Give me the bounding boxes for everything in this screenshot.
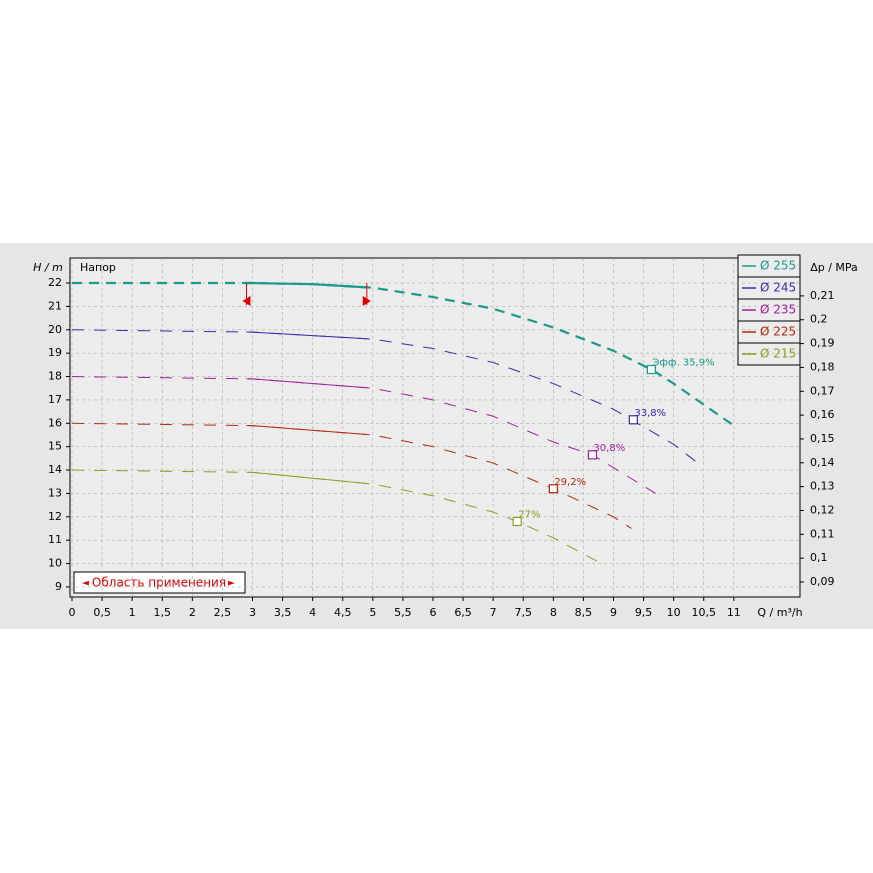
x-tick-label: 9 bbox=[610, 606, 617, 619]
curve bbox=[71, 329, 699, 464]
efficiency-point bbox=[512, 516, 522, 527]
curve-solid bbox=[246, 471, 367, 484]
x-tick-label: 5,5 bbox=[394, 606, 412, 619]
y-tick-label: 20 bbox=[48, 323, 62, 336]
x-axis-label: Q / m³/h bbox=[757, 606, 802, 619]
efficiency-label: 29,2% bbox=[554, 477, 586, 488]
range-arrow-right: ► bbox=[228, 579, 235, 589]
y2-tick-label: 0,11 bbox=[810, 527, 835, 540]
y-tick-label: 12 bbox=[48, 510, 62, 523]
x-tick-label: 0 bbox=[69, 606, 76, 619]
x-tick-label: 1 bbox=[129, 606, 136, 619]
y2-tick-label: 0,1 bbox=[810, 551, 828, 564]
y2-tick-label: 0,13 bbox=[810, 480, 835, 493]
x-tick-label: 8 bbox=[550, 606, 557, 619]
y-tick-label: 19 bbox=[48, 346, 62, 359]
y2-tick-label: 0,21 bbox=[810, 289, 835, 302]
range-label: Область применения bbox=[92, 576, 226, 590]
y-tick-label: 21 bbox=[48, 299, 62, 312]
y2-tick-label: 0,17 bbox=[810, 384, 835, 397]
legend-label: Ø 245 bbox=[760, 281, 796, 295]
range-arrow-left: ◄ bbox=[82, 579, 89, 589]
x-tick-label: 4,5 bbox=[334, 606, 352, 619]
curve bbox=[72, 281, 735, 427]
x-tick-label: 6,5 bbox=[454, 606, 472, 619]
efficiency-point bbox=[587, 450, 598, 460]
efficiency-label: Эфф. 35,9% bbox=[652, 358, 714, 369]
curve-solid bbox=[246, 425, 367, 436]
y-tick-label: 11 bbox=[48, 533, 62, 546]
efficiency-point bbox=[548, 484, 558, 494]
y-tick-label: 17 bbox=[48, 393, 62, 406]
x-tick-label: 9,5 bbox=[635, 606, 653, 619]
x-tick-label: 10 bbox=[667, 606, 681, 619]
y-tick-label: 10 bbox=[48, 557, 62, 570]
y2-tick-label: 0,2 bbox=[810, 313, 828, 326]
y-tick-label: 18 bbox=[48, 370, 62, 383]
curve-solid bbox=[246, 378, 367, 389]
plot-area bbox=[69, 257, 801, 598]
x-tick-label: 10,5 bbox=[691, 606, 716, 619]
y2-tick-label: 0,14 bbox=[810, 456, 835, 469]
efficiency-point bbox=[646, 364, 656, 375]
legend-label: Ø 235 bbox=[760, 303, 796, 317]
y2-axis-label: Δp / MPa bbox=[810, 261, 858, 274]
range-arrow bbox=[362, 296, 371, 307]
y-tick-label: 13 bbox=[48, 486, 62, 499]
efficiency-point bbox=[628, 415, 638, 425]
y2-tick-label: 0,19 bbox=[810, 337, 835, 350]
x-tick-label: 4 bbox=[309, 606, 316, 619]
y2-tick-label: 0,16 bbox=[810, 408, 835, 421]
y-tick-label: 14 bbox=[48, 463, 62, 476]
x-tick-label: 7 bbox=[490, 606, 497, 619]
curve-solid bbox=[246, 331, 367, 340]
x-tick-label: 2 bbox=[189, 606, 196, 619]
x-tick-label: 6 bbox=[429, 606, 436, 619]
x-tick-label: 11 bbox=[727, 606, 741, 619]
y2-tick-label: 0,15 bbox=[810, 432, 835, 445]
curve-solid bbox=[246, 281, 367, 289]
x-tick-label: 0,5 bbox=[93, 606, 111, 619]
x-tick-label: 3 bbox=[249, 606, 256, 619]
range-box bbox=[73, 571, 246, 594]
y-tick-label: 22 bbox=[48, 276, 62, 289]
y-axis-label: H / m bbox=[33, 261, 63, 274]
legend-label: Ø 255 bbox=[760, 259, 796, 273]
legend-label: Ø 215 bbox=[760, 347, 796, 361]
y2-tick-label: 0,09 bbox=[810, 575, 835, 588]
y2-tick-label: 0,12 bbox=[810, 503, 835, 516]
y-tick-label: 9 bbox=[55, 580, 62, 593]
y-title: Напор bbox=[80, 261, 116, 274]
range-arrow bbox=[242, 296, 251, 307]
x-tick-label: 1,5 bbox=[153, 606, 171, 619]
efficiency-label: 33,8% bbox=[634, 408, 666, 419]
y-tick-label: 15 bbox=[48, 440, 62, 453]
x-tick-label: 8,5 bbox=[575, 606, 593, 619]
x-tick-label: 7,5 bbox=[514, 606, 532, 619]
efficiency-label: 30,8% bbox=[593, 443, 625, 454]
x-tick-label: 5 bbox=[369, 606, 376, 619]
x-tick-label: 3,5 bbox=[274, 606, 292, 619]
legend-label: Ø 225 bbox=[760, 325, 796, 339]
x-tick-label: 2,5 bbox=[214, 606, 232, 619]
y2-tick-label: 0,18 bbox=[810, 360, 835, 373]
efficiency-label: 27% bbox=[518, 509, 540, 520]
y-tick-label: 16 bbox=[48, 416, 62, 429]
